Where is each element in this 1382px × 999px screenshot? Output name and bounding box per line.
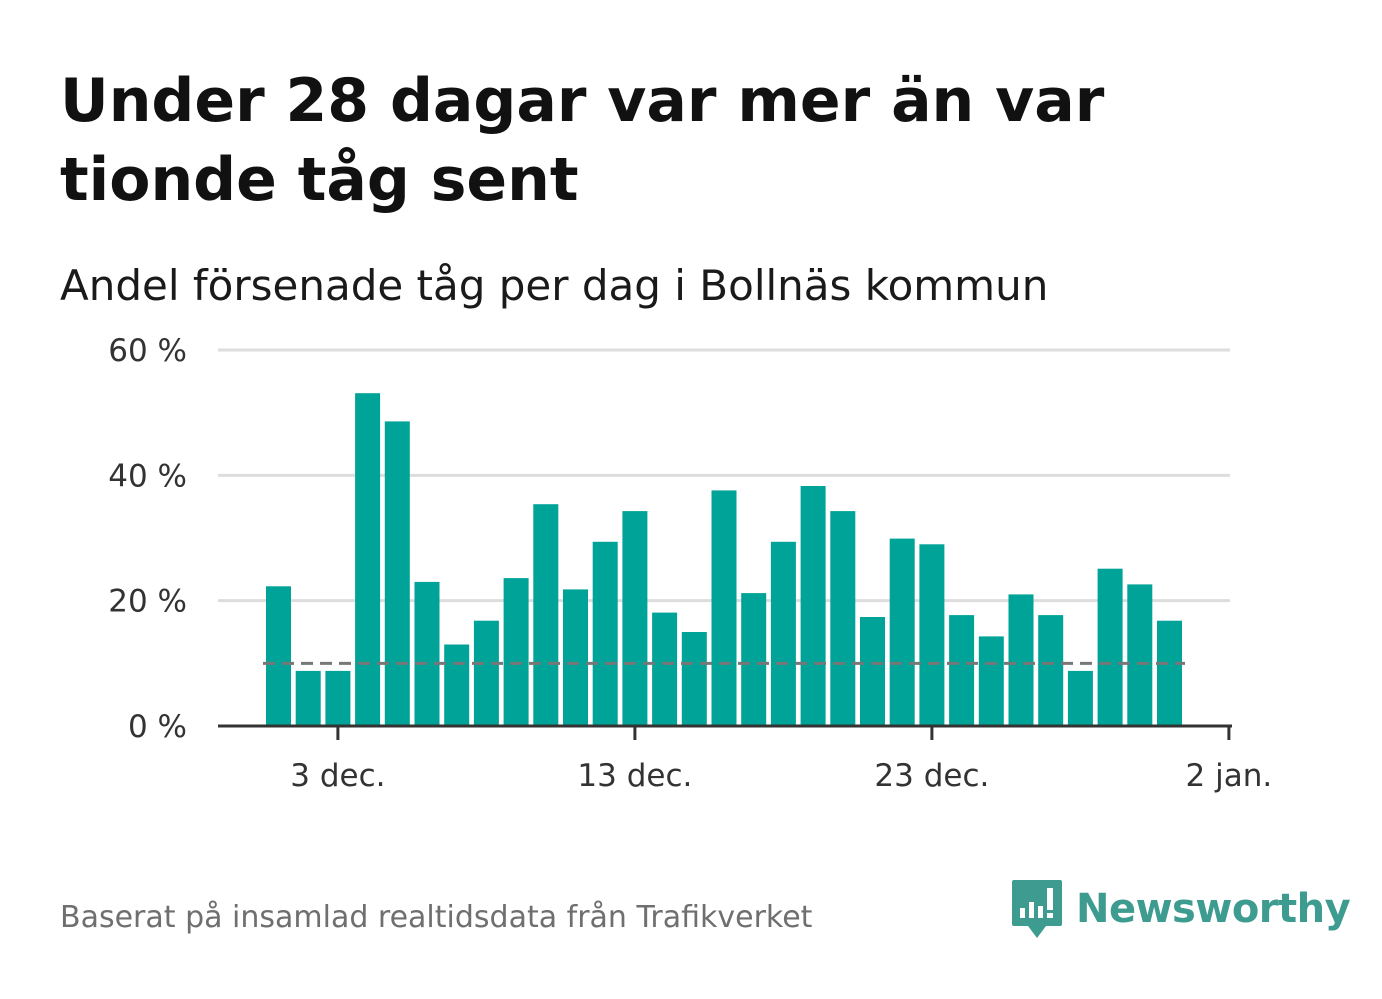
bar-2023-12-16	[711, 490, 737, 726]
chart-title: Under 28 dagar var mer än var tionde tåg…	[60, 66, 1105, 215]
bar-2023-12-21	[860, 617, 885, 726]
bar-2023-12-20	[830, 511, 856, 726]
y-tick-label: 60 %	[108, 333, 187, 369]
x-tick-label: 2 jan.	[1186, 758, 1273, 794]
bar-2023-12-22	[889, 538, 915, 726]
brand-logo: Newsworthy	[1010, 876, 1351, 942]
newsworthy-logo-icon	[1012, 880, 1062, 938]
bar-2023-12-08	[473, 620, 499, 726]
bar-2023-12-31	[1157, 620, 1182, 726]
bar-2023-12-03	[325, 670, 351, 726]
bar-2023-12-11	[563, 589, 588, 726]
bar-2023-12-28	[1067, 670, 1093, 726]
bar-2023-12-26	[1008, 594, 1034, 726]
bar-2023-12-14	[652, 612, 678, 726]
bar-2023-12-19	[800, 486, 826, 726]
bar-2023-12-24	[949, 615, 975, 726]
bar-chart: 3 dec. 13 dec. 23 dec. 2 jan. 0 % 20 % 40 % 60…	[108, 333, 1272, 794]
bar-2023-12-01	[266, 586, 291, 726]
bar-2023-12-12	[592, 541, 618, 726]
bar-2023-12-25	[978, 636, 1004, 726]
x-axis-ticks: 3 dec. 13 dec. 23 dec. 2 jan.	[290, 726, 1272, 794]
bar-2023-12-15	[681, 632, 707, 726]
y-axis-ticks: 0 % 20 % 40 % 60 %	[108, 333, 187, 745]
bar-2023-12-02	[295, 670, 321, 726]
y-tick-label: 40 %	[108, 458, 187, 494]
bar-2023-12-30	[1127, 584, 1153, 726]
bars	[266, 393, 1182, 726]
bar-2023-12-06	[414, 581, 440, 726]
y-tick-label: 0 %	[128, 709, 187, 745]
x-tick-label: 23 dec.	[874, 758, 989, 794]
bar-2023-12-27	[1038, 615, 1064, 726]
bar-2023-12-04	[355, 393, 381, 726]
y-tick-label: 20 %	[108, 584, 187, 620]
bar-2023-12-23	[919, 544, 945, 726]
chart-subtitle: Andel försenade tåg per dag i Bollnäs ko…	[60, 261, 1049, 310]
x-tick-label: 3 dec.	[290, 758, 385, 794]
bar-2023-12-29	[1097, 568, 1123, 726]
bar-2023-12-18	[770, 541, 796, 726]
bar-2023-12-17	[741, 593, 767, 726]
bar-2023-12-09	[503, 578, 529, 726]
bar-2023-12-13	[622, 511, 648, 726]
source-note: Baserat på insamlad realtidsdata från Tr…	[60, 900, 813, 935]
bar-2023-12-10	[533, 504, 559, 726]
bar-2023-12-07	[444, 644, 470, 726]
bar-2023-12-05	[384, 421, 410, 726]
x-tick-label: 13 dec.	[577, 758, 692, 794]
brand-name: Newsworthy	[1076, 886, 1351, 932]
